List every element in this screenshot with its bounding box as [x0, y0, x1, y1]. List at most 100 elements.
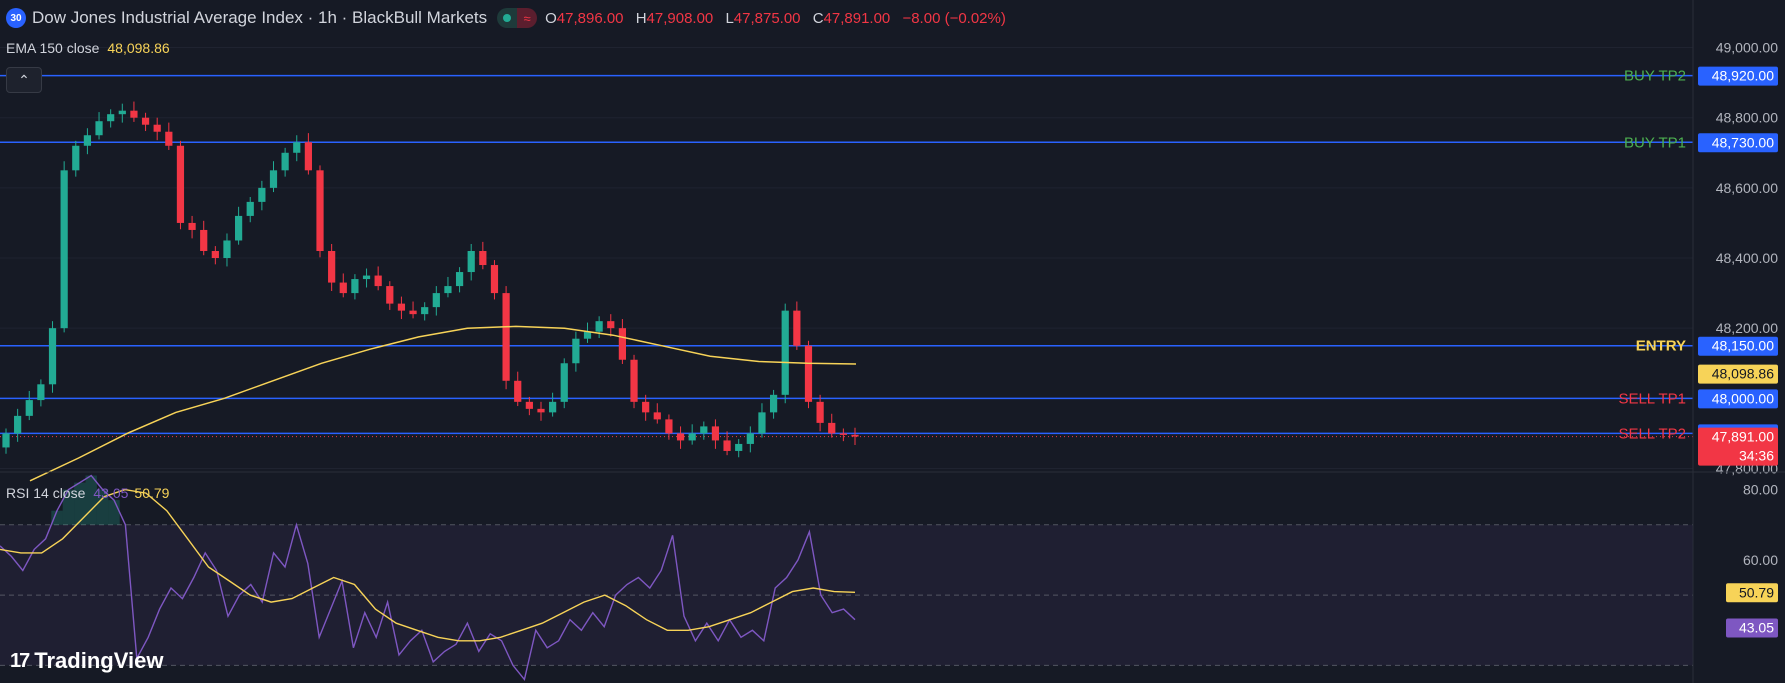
candle-body: [397, 303, 406, 311]
rsi-overbought-fill: [51, 475, 120, 525]
candle-body: [176, 145, 185, 223]
candle-body: [2, 433, 10, 448]
candle-body: [432, 293, 440, 308]
candle-body: [607, 321, 615, 329]
candle-body: [769, 394, 778, 413]
candle-body: [339, 282, 347, 294]
level-label: BUY TP1: [1624, 134, 1686, 151]
ema-price-tag-bg: [1698, 364, 1778, 384]
candle-body: [95, 121, 103, 136]
candle-body: [537, 408, 545, 413]
close-value: 47,891.00: [823, 9, 891, 27]
candle-body: [72, 145, 80, 171]
candle-body: [188, 222, 196, 230]
ohlc-readout: O47,896.00 H47,908.00 L47,875.00 C47,891…: [545, 10, 1014, 27]
candle-body: [234, 215, 243, 241]
candle-body: [665, 419, 673, 434]
chevron-up-icon: ⌃: [18, 71, 30, 88]
candle-body: [793, 310, 801, 346]
level-label: ENTRY: [1636, 338, 1686, 355]
candle-body: [490, 265, 499, 294]
open-label: O: [545, 9, 557, 27]
level-price-tag: 48,730.00: [1712, 134, 1774, 150]
tradingview-logo[interactable]: 17 TradingView: [10, 648, 163, 674]
price-tick-label: 49,000.00: [1716, 40, 1778, 56]
candle-body: [421, 307, 429, 315]
candle-body: [444, 286, 452, 294]
rsi-ma-value: 50.79: [134, 485, 170, 501]
rsi-line: [0, 474, 856, 682]
candle-body: [409, 310, 417, 315]
logo-text: TradingView: [34, 648, 164, 673]
candle-body: [828, 422, 836, 434]
candle-body: [281, 152, 289, 171]
level-label: SELL TP2: [1618, 425, 1686, 442]
high-value: 47,908.00: [646, 9, 714, 27]
candle-body: [304, 142, 312, 171]
open-value: 47,896.00: [556, 9, 624, 27]
candle-body: [362, 275, 371, 280]
candle-body: [560, 363, 568, 402]
level-price-tag: 48,150.00: [1712, 338, 1774, 354]
candle-body: [735, 443, 743, 451]
rsi-ma-price-tag: 50.79: [1739, 584, 1774, 600]
rsi-ma-price-tag-bg: [1726, 583, 1778, 603]
ema-price-tag: 48,098.86: [1712, 366, 1774, 382]
level-label: SELL TP1: [1618, 390, 1686, 407]
level-price-tag-bg: [1698, 336, 1778, 356]
level-price-tag-bg: [1698, 66, 1778, 86]
candle-body: [618, 328, 627, 360]
market-status-pill[interactable]: ≈: [497, 8, 538, 28]
level-price-tag: 48,920.00: [1712, 68, 1774, 84]
tradingview-logo-icon: 17: [10, 649, 30, 672]
ema-legend[interactable]: EMA 150 close 48,098.86: [6, 40, 170, 56]
chart-header: 30 Dow Jones Industrial Average Index · …: [6, 7, 1014, 29]
close-label: C: [812, 9, 824, 27]
candle-body: [595, 321, 603, 332]
symbol-badge[interactable]: 30: [6, 8, 26, 28]
candle-body: [200, 229, 208, 251]
collapse-legend-button[interactable]: ⌃: [6, 67, 42, 93]
low-label: L: [725, 9, 734, 27]
rsi-tick-label: 80.00: [1743, 482, 1778, 498]
candle-body: [455, 272, 464, 287]
high-label: H: [635, 9, 647, 27]
price-tick-label: 48,600.00: [1716, 180, 1778, 196]
last-price-tag-bg: [1698, 427, 1778, 466]
candle-body: [502, 293, 510, 381]
candle-body: [467, 251, 475, 273]
candle-body: [107, 114, 115, 122]
candle-body: [316, 170, 324, 251]
candle-body: [223, 240, 231, 259]
rsi-price-tag: 43.05: [1739, 620, 1774, 636]
market-status-icon[interactable]: [497, 8, 518, 28]
candle-body: [549, 401, 557, 413]
candle-body: [688, 433, 696, 441]
candle-body: [711, 426, 720, 441]
candle-body: [525, 401, 533, 409]
candle-body: [572, 338, 580, 364]
candle-body: [60, 170, 68, 329]
candle-body: [816, 401, 824, 423]
candle-body: [14, 415, 22, 434]
candle-body: [642, 401, 650, 413]
candle-body: [211, 251, 219, 259]
candle-body: [653, 412, 661, 420]
rsi-price-tag-bg: [1726, 618, 1778, 638]
candle-body: [374, 275, 382, 287]
rsi-tick-label: 60.00: [1743, 552, 1778, 568]
low-value: 47,875.00: [733, 9, 801, 27]
rsi-value: 43.05: [93, 485, 129, 501]
candle-body: [37, 384, 45, 401]
wave-icon[interactable]: ≈: [517, 8, 538, 28]
symbol-title[interactable]: Dow Jones Industrial Average Index · 1h …: [32, 8, 488, 27]
candle-body: [676, 433, 685, 441]
price-tick-label: 48,400.00: [1716, 250, 1778, 266]
candle-body: [746, 433, 754, 444]
candle-body: [851, 434, 859, 437]
price-tick-label: 48,800.00: [1716, 110, 1778, 126]
candle-body: [141, 117, 150, 125]
rsi-legend[interactable]: RSI 14 close 43.05 50.79: [6, 485, 169, 501]
candle-body: [723, 440, 731, 451]
